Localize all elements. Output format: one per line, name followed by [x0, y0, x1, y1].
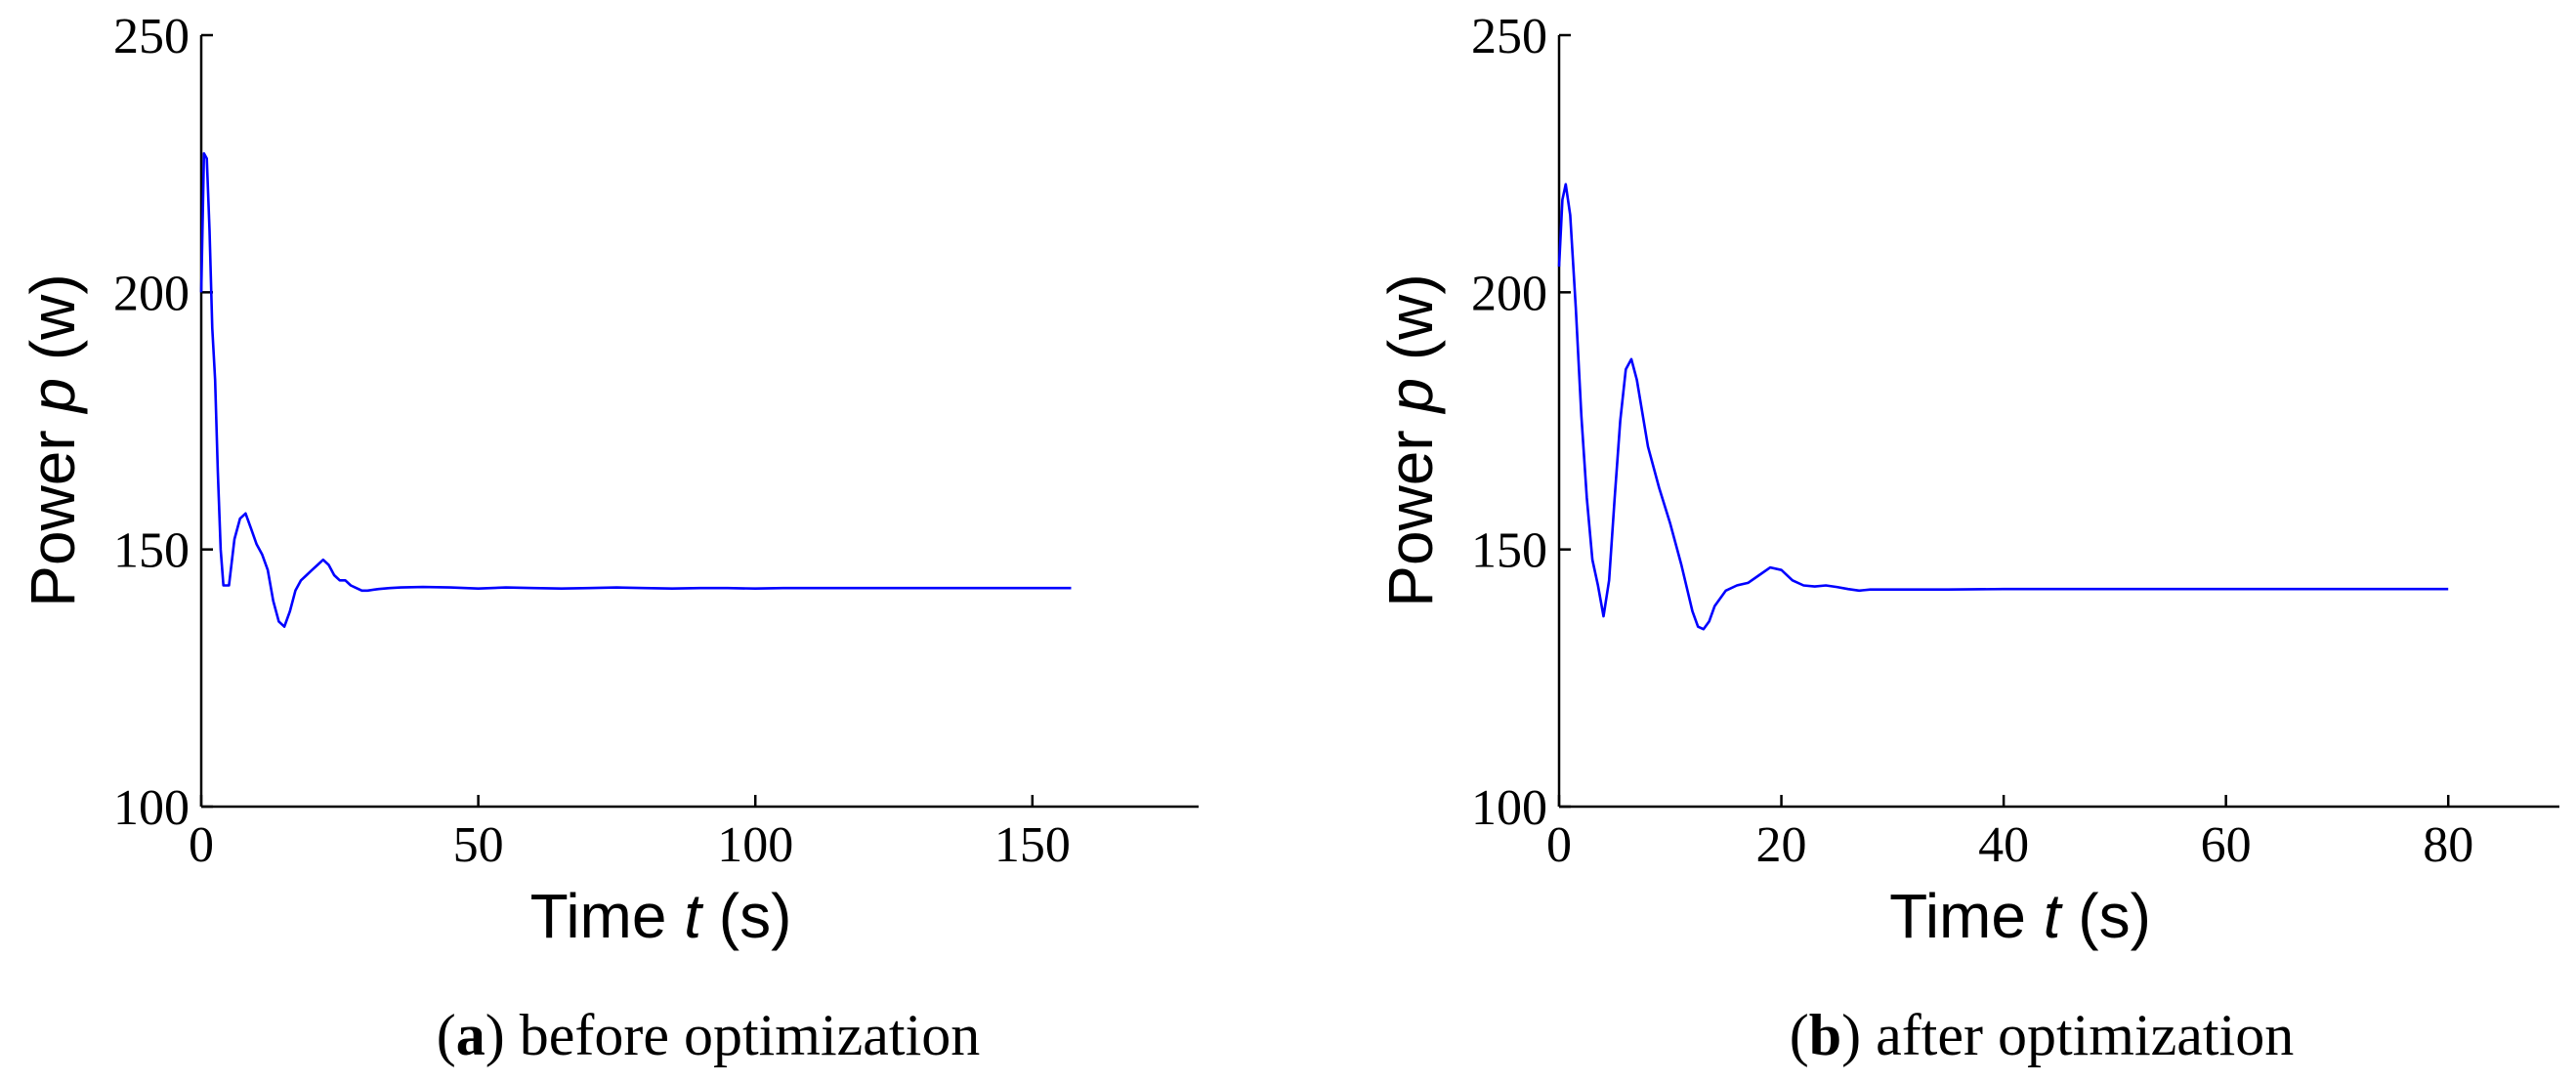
- x-tick-label: 0: [1546, 817, 1572, 873]
- x-axis-label: Time t (s): [1889, 881, 2151, 951]
- y-tick-label: 200: [113, 266, 190, 321]
- y-tick-label: 250: [1471, 9, 1547, 64]
- y-tick-label: 150: [1471, 523, 1547, 579]
- panel-caption: (b) after optimization: [1790, 1003, 2295, 1067]
- y-axis-label: Power p (w): [18, 273, 88, 606]
- panel-a: 0 50 100 150 100 150 200 250 Time t (s) Power p (…: [18, 9, 1199, 1067]
- panel-b: 0 20 40 60 80 100 150 200 250 Time t (s) Power p (…: [1375, 9, 2559, 1067]
- y-tick-label: 100: [113, 780, 190, 836]
- y-tick-label: 100: [1471, 780, 1547, 836]
- x-tick-label: 40: [1978, 817, 2029, 873]
- x-tick-label: 150: [994, 817, 1071, 873]
- y-axis-label: Power p (w): [1375, 273, 1446, 606]
- y-tick-label: 200: [1471, 266, 1547, 321]
- panel-caption: (a) before optimization: [437, 1003, 980, 1067]
- x-axis-label: Time t (s): [530, 881, 792, 951]
- x-tick-label: 80: [2423, 817, 2473, 873]
- x-tick-label: 0: [189, 817, 214, 873]
- series-line: [199, 151, 1072, 629]
- x-tick-label: 100: [717, 817, 793, 873]
- x-tick-label: 20: [1756, 817, 1807, 873]
- y-tick-label: 250: [113, 9, 190, 64]
- x-tick-label: 60: [2201, 817, 2252, 873]
- y-tick-label: 150: [113, 523, 190, 579]
- series-line: [1557, 183, 2449, 631]
- x-tick-label: 50: [453, 817, 504, 873]
